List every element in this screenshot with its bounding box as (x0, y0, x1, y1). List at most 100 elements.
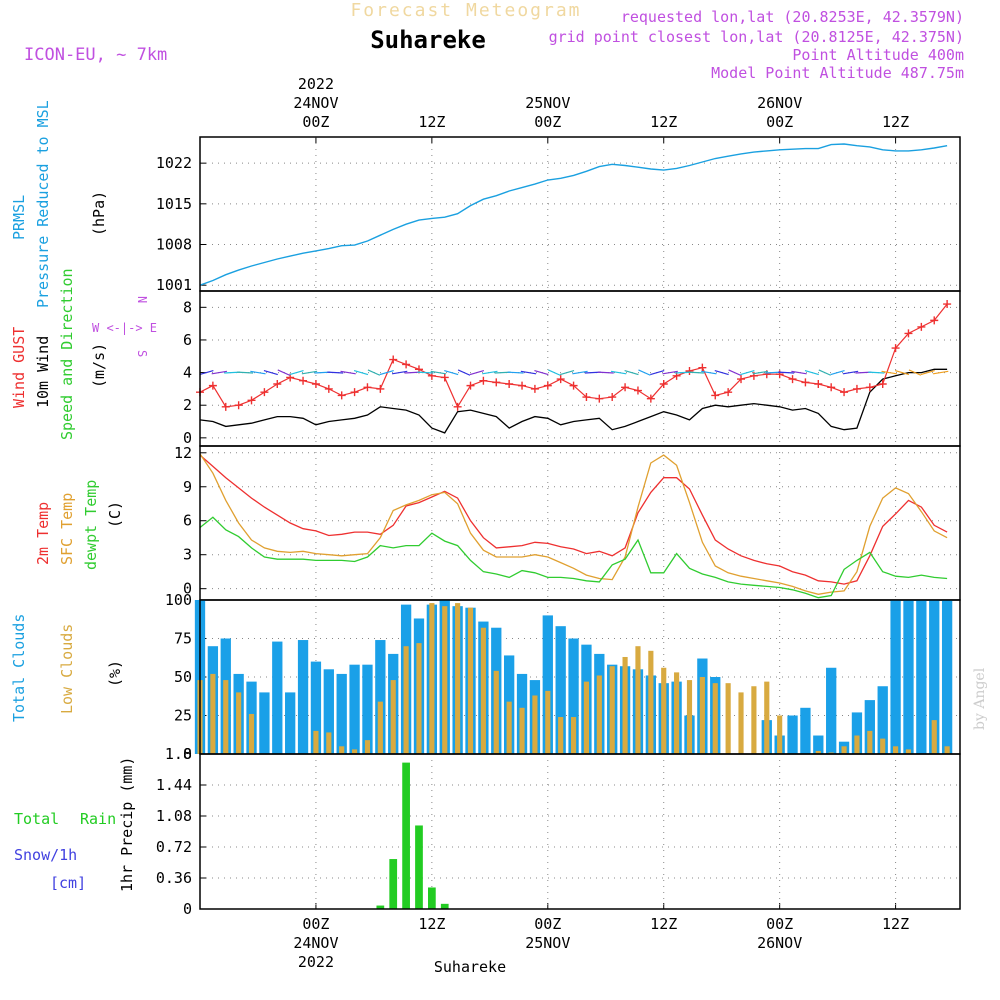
temp-line (199, 516, 948, 599)
wind-arrow (340, 370, 356, 375)
wind-panel: 0 2 4 6 8 (183, 290, 961, 447)
low-cloud-bar (339, 746, 345, 754)
y-tick-label: 1015 (156, 195, 192, 213)
y-tick-label: 2 (183, 396, 192, 414)
wind-arrow (534, 370, 549, 376)
low-cloud-bar (377, 701, 383, 754)
gust-marker (389, 355, 398, 364)
gust-marker (930, 316, 939, 325)
wind-arrow (752, 370, 769, 375)
low-cloud-bar (674, 672, 680, 754)
time-tick-label: 2022 (298, 75, 334, 93)
point-altitude: Point Altitude 400m (792, 46, 964, 64)
wind-arrow (687, 371, 704, 374)
y-tick-label: 1022 (156, 154, 192, 172)
requested-coords: requested lon,lat (20.8253E, 42.3579N) (621, 8, 964, 26)
gust-marker (260, 388, 269, 397)
total-cloud-bar (272, 641, 283, 754)
temp-line (199, 453, 948, 595)
wind-arrow (868, 371, 885, 374)
panel-frame (199, 753, 961, 910)
gust-marker (221, 402, 230, 411)
low-cloud-bar (236, 692, 242, 754)
gust-marker (633, 386, 642, 395)
time-tick-label: 2022 (298, 953, 334, 971)
temp-label-1: 2m Temp (34, 502, 52, 565)
gust-marker (621, 383, 630, 392)
low-cloud-bar (532, 695, 538, 754)
total-cloud-bar (864, 700, 875, 754)
watermark: by Angel (972, 667, 988, 730)
cloud-label-1: Total Clouds (10, 614, 28, 722)
time-tick-label: 00Z (766, 915, 793, 933)
gust-marker (865, 383, 874, 392)
wind-arrow (367, 369, 381, 376)
low-cloud-bar (596, 675, 602, 754)
wind-arrow (199, 370, 214, 376)
wind-gust-line (199, 303, 948, 409)
low-cloud-bar (364, 740, 371, 754)
time-tick-label: 12Z (418, 915, 445, 933)
low-cloud-bar (583, 681, 590, 754)
gust-marker (737, 375, 746, 384)
time-tick-label: 26NOV (757, 94, 802, 112)
precip-bar (402, 762, 410, 909)
temperature-panel: 0 3 6 9 12 (174, 444, 961, 601)
gust-marker (273, 380, 282, 388)
total-cloud-bar (877, 686, 888, 754)
y-tick-label: 6 (183, 331, 192, 349)
gust-marker (324, 384, 333, 393)
low-cloud-bar (223, 680, 229, 754)
wind-arrow (327, 371, 344, 374)
precip-panel: 0 0.36 0.72 1.08 1.44 1.8 (156, 745, 961, 918)
gust-marker (685, 366, 694, 375)
cloud-unit: (%) (106, 660, 124, 687)
total-cloud-bar (375, 640, 386, 754)
wind-arrow (881, 370, 897, 375)
y-tick-label: 6 (183, 512, 192, 530)
wind-label-1: Wind GUST (10, 327, 28, 408)
wind-arrow (701, 370, 717, 375)
pressure-label-2: Pressure Reduced to MSL (34, 100, 52, 308)
y-tick-label: 12 (174, 444, 192, 462)
temp-unit: (C) (106, 501, 124, 528)
gust-marker (827, 383, 836, 392)
low-cloud-bar (841, 746, 847, 754)
wind-arrow (277, 369, 290, 376)
wind-unit: (m/s) (90, 343, 108, 388)
total-cloud-bar (568, 638, 579, 754)
y-tick-label: 0 (183, 580, 192, 598)
wind-10m-line (199, 368, 948, 434)
low-cloud-bar (570, 717, 577, 754)
low-cloud-bar (661, 667, 667, 754)
temp-line (199, 454, 948, 585)
wind-arrow (842, 370, 859, 375)
gust-marker (505, 380, 514, 388)
low-cloud-bar (686, 680, 693, 754)
wind-arrow (263, 370, 278, 376)
footer-location: Suhareke (434, 958, 506, 976)
total-cloud-bar (336, 673, 347, 754)
wind-arrow (560, 370, 575, 376)
total-cloud-bar (800, 707, 811, 754)
temp-label-3: dewpt Temp (82, 480, 100, 570)
gust-marker (247, 396, 256, 405)
total-cloud-bar (285, 692, 296, 754)
pressure-panel: 1001 1008 1015 1022 (156, 136, 961, 294)
total-cloud-bar (826, 667, 837, 754)
total-cloud-bar (323, 669, 334, 754)
wind-arrow (778, 371, 795, 374)
y-tick-label: 9 (183, 478, 192, 496)
wind-arrow (650, 370, 665, 376)
model-label: ICON-EU, ~ 7km (24, 45, 167, 65)
wind-arrow (728, 369, 741, 376)
y-tick-label: 75 (174, 630, 192, 648)
time-tick-label: 12Z (882, 915, 909, 933)
time-tick-label: 00Z (302, 915, 329, 933)
wind-arrow (624, 370, 639, 376)
gust-marker (878, 380, 887, 388)
wind-arrow (379, 370, 394, 376)
low-cloud-bar (210, 673, 216, 754)
